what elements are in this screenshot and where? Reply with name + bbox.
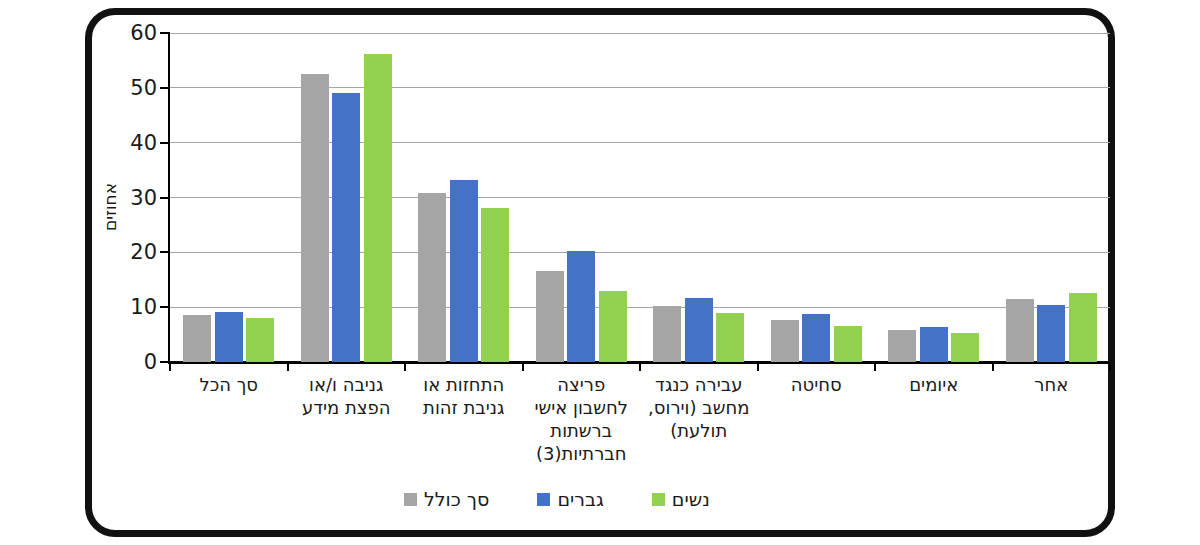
x-tick-mark-1 <box>287 364 289 371</box>
y-tick-label-0: 0 <box>97 350 157 374</box>
bar-גברים-5 <box>802 314 830 362</box>
legend: סך כולל גברים נשים <box>404 488 710 510</box>
x-category-label-0: סך הכל <box>170 373 288 396</box>
bar-נשים-4 <box>716 313 744 362</box>
x-tick-mark-3 <box>522 364 524 371</box>
x-tick-mark-5 <box>757 364 759 371</box>
bar-סך כולל-3 <box>536 271 564 362</box>
x-category-label-1: גניבה ו/או הפצת מידע <box>288 373 406 419</box>
y-tick-label-30: 30 <box>97 186 157 210</box>
bar-גברים-6 <box>920 327 948 362</box>
x-category-label-7: אחר <box>993 373 1111 396</box>
y-tick-label-60: 60 <box>97 21 157 45</box>
x-category-label-6: איומים <box>875 373 993 396</box>
legend-label-סך כולל: סך כולל <box>424 488 489 510</box>
legend-entry-נשים: נשים <box>652 488 710 510</box>
x-category-label-3: פריצה לחשבון אישי ברשתות חברתיות(3) <box>523 373 641 465</box>
bar-נשים-0 <box>246 318 274 362</box>
gridline-60 <box>170 33 1110 34</box>
bar-נשים-5 <box>834 326 862 362</box>
legend-entry-גברים: גברים <box>537 488 603 510</box>
bar-גברים-1 <box>332 93 360 362</box>
bar-גברים-4 <box>685 298 713 362</box>
bar-סך כולל-0 <box>183 315 211 362</box>
x-category-label-2: התחזות או גניבת זהות <box>405 373 523 419</box>
bar-נשים-3 <box>599 291 627 362</box>
bar-נשים-7 <box>1069 293 1097 362</box>
bar-סך כולל-5 <box>771 320 799 362</box>
bar-גברים-3 <box>567 251 595 362</box>
bar-סך כולל-6 <box>888 330 916 362</box>
bar-נשים-2 <box>481 208 509 362</box>
x-category-label-5: סחיטה <box>758 373 876 396</box>
bar-נשים-1 <box>364 54 392 362</box>
bar-גברים-2 <box>450 180 478 362</box>
bar-נשים-6 <box>951 333 979 362</box>
legend-swatch-גברים <box>537 493 550 506</box>
y-tick-label-50: 50 <box>97 76 157 100</box>
bar-סך כולל-1 <box>301 74 329 362</box>
x-tick-mark-6 <box>874 364 876 371</box>
x-tick-mark-2 <box>404 364 406 371</box>
y-axis-line <box>168 33 170 363</box>
x-tick-mark-8 <box>1109 364 1111 371</box>
bar-גברים-7 <box>1037 305 1065 362</box>
legend-swatch-נשים <box>652 493 665 506</box>
legend-label-גברים: גברים <box>557 488 603 510</box>
legend-entry-סך כולל: סך כולל <box>404 488 489 510</box>
x-category-label-4: עבירה כנגד מחשב (וירוס, תולעת) <box>640 373 758 442</box>
x-tick-mark-4 <box>639 364 641 371</box>
bar-גברים-0 <box>215 312 243 362</box>
x-tick-mark-7 <box>992 364 994 371</box>
legend-swatch-סך כולל <box>404 493 417 506</box>
y-tick-label-40: 40 <box>97 131 157 155</box>
bar-סך כולל-7 <box>1006 299 1034 362</box>
bar-סך כולל-2 <box>418 193 446 362</box>
y-tick-label-20: 20 <box>97 240 157 264</box>
bar-סך כולל-4 <box>653 306 681 362</box>
legend-label-נשים: נשים <box>672 488 710 510</box>
y-tick-label-10: 10 <box>97 295 157 319</box>
x-tick-mark-0 <box>169 364 171 371</box>
